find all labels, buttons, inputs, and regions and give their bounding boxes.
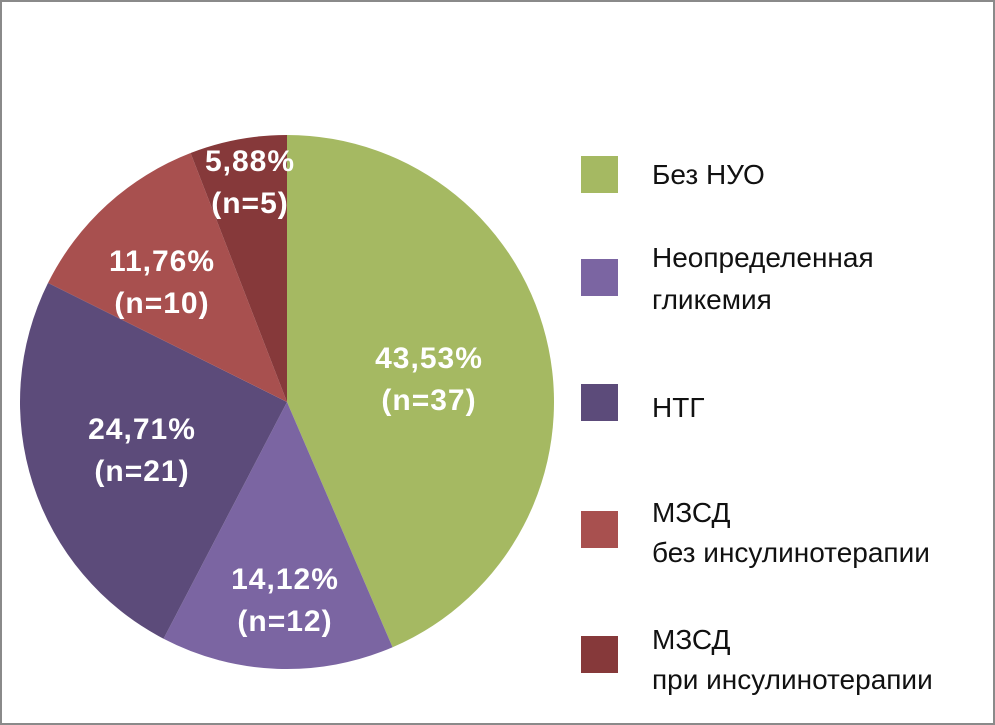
pie-slice [287, 135, 555, 648]
legend-label: без инсулинотерапии [652, 537, 930, 568]
slice-count-label: (n=21) [94, 455, 190, 488]
slice-count-label: (n=12) [237, 605, 333, 638]
slice-percent-label: 5,88% [204, 145, 296, 178]
pie-slice [19, 282, 287, 639]
slice-percent-label: 11,76% [108, 245, 216, 278]
pie-slice [190, 135, 287, 402]
legend-swatch [581, 511, 618, 548]
legend-label: Неопределенная [652, 242, 874, 273]
slice-percent-label: 14,12% [231, 563, 339, 596]
slice-count-label: (n=37) [381, 384, 477, 417]
legend-swatch [581, 384, 618, 421]
legend-swatch [581, 156, 618, 193]
slice-percent-label: 24,71% [88, 413, 196, 446]
legend-label: МЗСД [652, 624, 731, 655]
legend-label: Без НУО [652, 159, 765, 190]
legend-label: МЗСД [652, 497, 731, 528]
legend-label: гликемия [652, 284, 772, 315]
legend-label: НТГ [652, 392, 705, 423]
legend-swatch [581, 636, 618, 673]
slice-count-label: (n=5) [211, 187, 289, 220]
legend-swatch [581, 259, 618, 296]
legend-label: при инсулинотерапии [652, 664, 933, 695]
pie-slice [163, 402, 393, 670]
slice-count-label: (n=10) [114, 287, 210, 320]
pie-slice [48, 153, 288, 402]
slice-percent-label: 43,53% [375, 342, 483, 375]
